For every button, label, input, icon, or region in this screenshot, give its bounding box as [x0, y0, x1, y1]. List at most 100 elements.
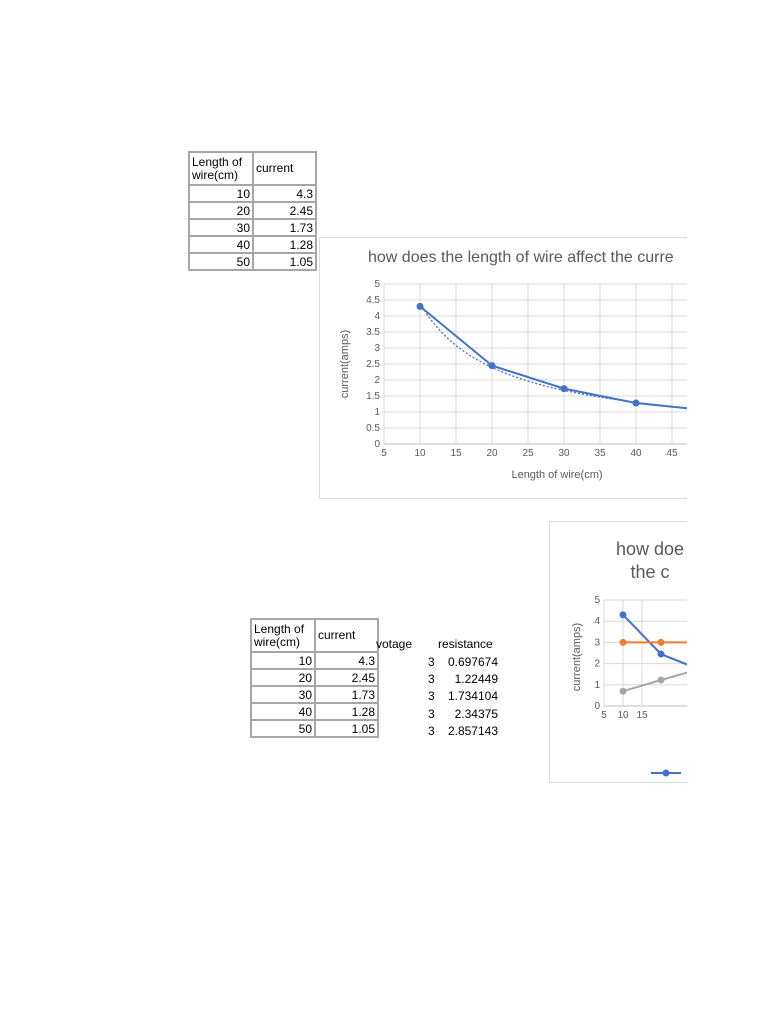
cell-current[interactable]: 2.45	[252, 201, 317, 220]
y-tick-label: 2.5	[366, 359, 380, 370]
cell-resistance[interactable]: 1.734104	[447, 689, 498, 703]
cell-voltage[interactable]: 3	[428, 672, 435, 686]
y-tick-label: 0.5	[366, 423, 380, 434]
header-cell-current[interactable]: current	[252, 151, 317, 186]
series-line-2	[622, 671, 687, 693]
legend-marker	[662, 769, 670, 777]
cell-current[interactable]: 1.28	[252, 235, 317, 254]
series-line-0	[622, 614, 687, 666]
data-table-1: Length of wire(cm) current 10 4.3 20 2.4…	[188, 151, 317, 271]
y-tick-label: 1	[594, 680, 600, 691]
x-axis-label: Length of wire(cm)	[511, 469, 602, 481]
header-cell-length[interactable]: Length of wire(cm)	[188, 151, 254, 186]
y-tick-label: 0	[594, 701, 600, 712]
cell-length[interactable]: 40	[250, 702, 316, 721]
x-tick-label: 20	[486, 448, 498, 459]
table-row: 40 1.28	[188, 235, 317, 254]
data-point	[619, 611, 627, 619]
chart-title-line: the c	[630, 562, 670, 582]
cell-current[interactable]: 1.73	[252, 218, 317, 237]
table-row: 10 4.3	[250, 651, 379, 670]
table-header-row: Length of wire(cm) current	[188, 151, 317, 186]
cell-length[interactable]: 20	[250, 668, 316, 687]
cell-current[interactable]: 1.73	[314, 685, 379, 704]
data-point	[619, 687, 627, 695]
x-tick-label: 25	[522, 448, 534, 459]
header-cell-resistance[interactable]: resistance	[438, 637, 493, 651]
chart-current-vs-length[interactable]: how does the length of wire affect the c…	[319, 237, 687, 499]
data-table-2: Length of wire(cm) current 10 4.3 20 2.4…	[250, 618, 379, 738]
series-line-0	[419, 305, 687, 410]
table-row: 50 1.05	[250, 719, 379, 738]
cell-resistance[interactable]: 0.697674	[447, 655, 498, 669]
cell-resistance[interactable]: 2.857143	[447, 724, 498, 738]
x-tick-label: 5	[601, 710, 607, 721]
cell-current[interactable]: 4.3	[314, 651, 379, 670]
header-cell-length[interactable]: Length of wire(cm)	[250, 618, 316, 653]
table-row: 30 1.73	[250, 685, 379, 704]
cell-length[interactable]: 30	[250, 685, 316, 704]
data-point	[632, 399, 640, 407]
y-tick-label: 4.5	[366, 295, 380, 306]
cell-length[interactable]: 50	[250, 719, 316, 738]
table-row: 50 1.05	[188, 252, 317, 271]
y-tick-label: 4	[374, 311, 380, 322]
y-tick-label: 5	[374, 279, 380, 290]
cell-length[interactable]: 20	[188, 201, 254, 220]
table-row: 10 4.3	[188, 184, 317, 203]
data-point	[416, 302, 424, 310]
x-tick-label: 10	[414, 448, 426, 459]
cell-current[interactable]: 1.28	[314, 702, 379, 721]
x-tick-label: 45	[666, 448, 678, 459]
cell-current[interactable]: 2.45	[314, 668, 379, 687]
table-row: 20 2.45	[188, 201, 317, 220]
y-tick-label: 4	[594, 616, 600, 627]
x-tick-label: 15	[636, 710, 648, 721]
cell-voltage[interactable]: 3	[428, 724, 435, 738]
x-tick-label: 15	[450, 448, 462, 459]
x-tick-label: 35	[594, 448, 606, 459]
data-point	[560, 385, 568, 393]
x-tick-label: 30	[558, 448, 570, 459]
cell-length[interactable]: 10	[250, 651, 316, 670]
data-point	[657, 676, 665, 684]
cell-length[interactable]: 10	[188, 184, 254, 203]
cell-resistance[interactable]: 2.34375	[454, 707, 498, 721]
cell-voltage[interactable]: 3	[428, 707, 435, 721]
chart-title-line: how doe	[615, 539, 685, 559]
chart-title: how does the length of wire affect the c…	[368, 249, 674, 266]
data-point	[657, 638, 665, 646]
chart-2-svg: 0 1 2 3 4 5 5 10 15 current(amps)	[571, 595, 687, 777]
cell-length[interactable]: 50	[188, 252, 254, 271]
table-row: 30 1.73	[188, 218, 317, 237]
header-cell-current[interactable]: current	[314, 618, 379, 653]
cell-current[interactable]: 4.3	[252, 184, 317, 203]
x-tick-label: 5	[381, 448, 387, 459]
x-tick-label: 40	[630, 448, 642, 459]
cell-length[interactable]: 30	[188, 218, 254, 237]
data-point	[488, 362, 496, 370]
cell-voltage[interactable]: 3	[428, 655, 435, 669]
chart-title: how doe the c	[550, 538, 687, 584]
cell-length[interactable]: 40	[188, 235, 254, 254]
cell-resistance[interactable]: 1.22449	[454, 672, 498, 686]
y-tick-label: 1	[374, 407, 380, 418]
table-row: 20 2.45	[250, 668, 379, 687]
cell-current[interactable]: 1.05	[314, 719, 379, 738]
header-cell-voltage[interactable]: votage	[376, 637, 413, 651]
chart-multi-series[interactable]: how doe the c 0 1 2 3 4 5 5 10 15 current(amps)	[549, 521, 687, 783]
y-axis-label: current(amps)	[571, 623, 583, 691]
y-tick-label: 3.5	[366, 327, 380, 338]
y-tick-label: 0	[374, 439, 380, 450]
x-tick-label: 10	[617, 710, 629, 721]
cell-current[interactable]: 1.05	[252, 252, 317, 271]
y-tick-label: 1.5	[366, 391, 380, 402]
data-point	[619, 638, 627, 646]
y-tick-label: 2	[374, 375, 380, 386]
y-tick-label: 3	[594, 637, 600, 648]
cell-voltage[interactable]: 3	[428, 689, 435, 703]
data-point	[657, 650, 665, 658]
y-axis-label: current(amps)	[339, 330, 351, 398]
y-tick-label: 2	[594, 659, 600, 670]
y-tick-label: 3	[374, 343, 380, 354]
